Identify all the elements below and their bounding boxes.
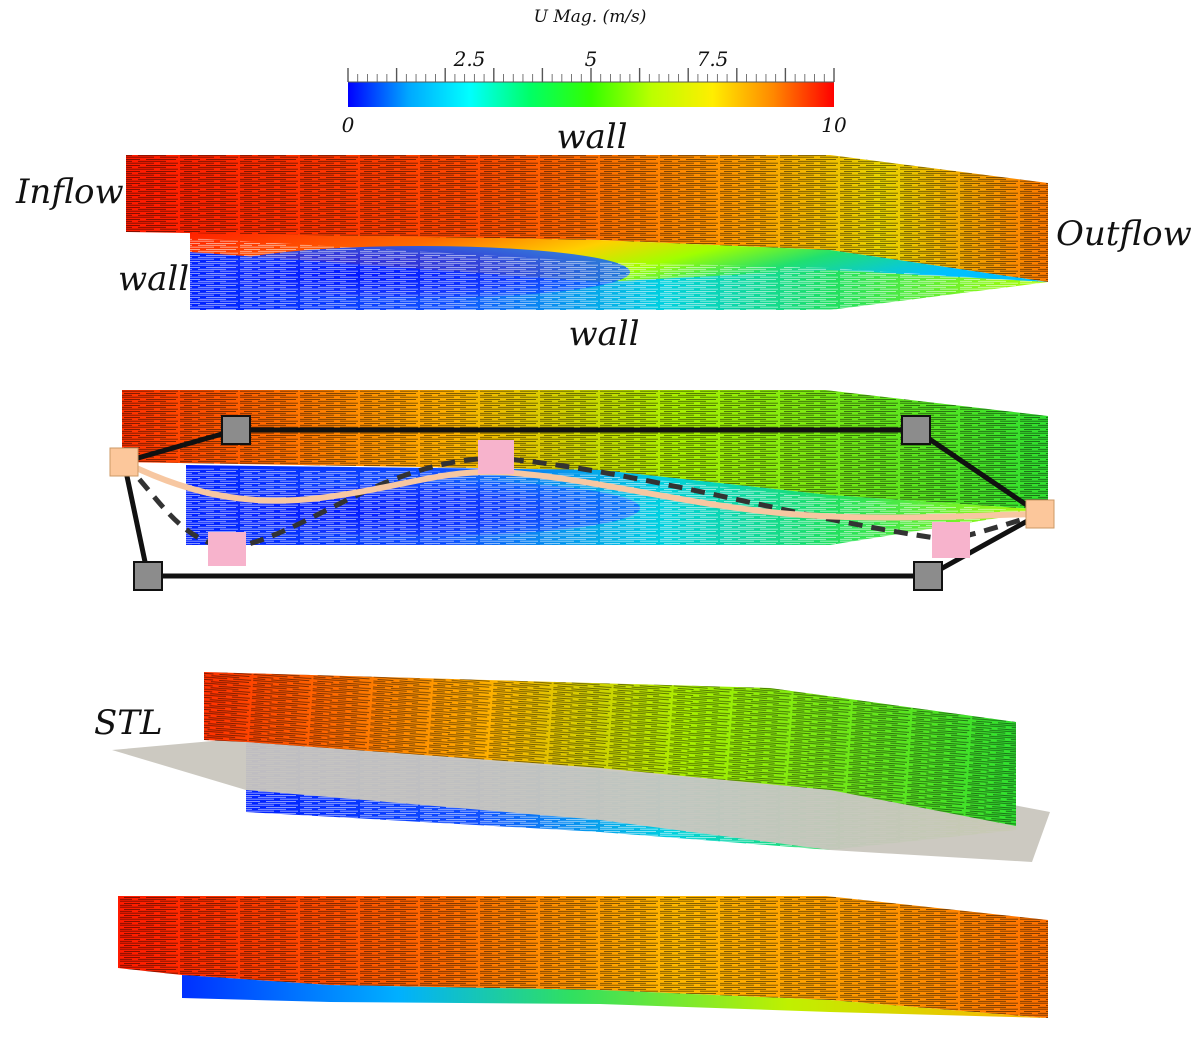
control-points [109, 415, 1055, 591]
control-point-pink[interactable] [932, 522, 970, 558]
flow-domain [126, 155, 1048, 310]
streamlines-light [190, 238, 1048, 310]
ffd-spline [122, 459, 1041, 521]
panel-optimized [118, 896, 1048, 1018]
control-point-pink[interactable] [478, 440, 514, 474]
label-bottom-wall: wall [568, 314, 639, 354]
lower-stream-optimized [182, 975, 1048, 1018]
streamlines-dark-ffd [122, 390, 1048, 510]
colorbar-tick-label: 10 [821, 113, 847, 137]
colorbar: U Mag. (m/s) 0 2.5 5 7.5 10 [342, 7, 847, 137]
label-outflow: Outflow [1056, 214, 1192, 254]
colorbar-ramp [348, 82, 834, 107]
colorbar-tick-label: 5 [585, 47, 598, 71]
label-top-wall: wall [556, 117, 627, 157]
label-stl: STL [94, 703, 163, 743]
control-point-pink[interactable] [208, 532, 246, 566]
control-point-peach[interactable] [1025, 499, 1055, 529]
streamlines-dark [126, 155, 1048, 282]
colorbar-title: U Mag. (m/s) [534, 7, 647, 27]
colorbar-tick-label: 2.5 [453, 47, 486, 71]
control-point-peach[interactable] [109, 447, 139, 477]
streamlines-dark-stl [204, 672, 1016, 826]
control-point-gray[interactable] [901, 415, 931, 445]
panel-flow-field: wall Inflow Outflow wall wall [15, 117, 1192, 354]
label-step-wall: wall [118, 259, 189, 299]
colorbar-tick-label: 0 [342, 113, 355, 137]
panel-stl: STL [94, 672, 1050, 862]
control-point-gray[interactable] [133, 561, 163, 591]
streamlines-light-ffd [186, 468, 1048, 545]
colorbar-minor-ticks [347, 68, 835, 82]
streamlines-dark-optimized [118, 896, 1048, 1018]
label-inflow: Inflow [15, 172, 124, 212]
colorbar-tick-labels: 0 2.5 5 7.5 10 [342, 47, 847, 137]
control-point-gray[interactable] [913, 561, 943, 591]
panel-ffd-box [109, 390, 1055, 591]
colorbar-tick-label: 7.5 [697, 47, 729, 71]
control-point-gray[interactable] [221, 415, 251, 445]
